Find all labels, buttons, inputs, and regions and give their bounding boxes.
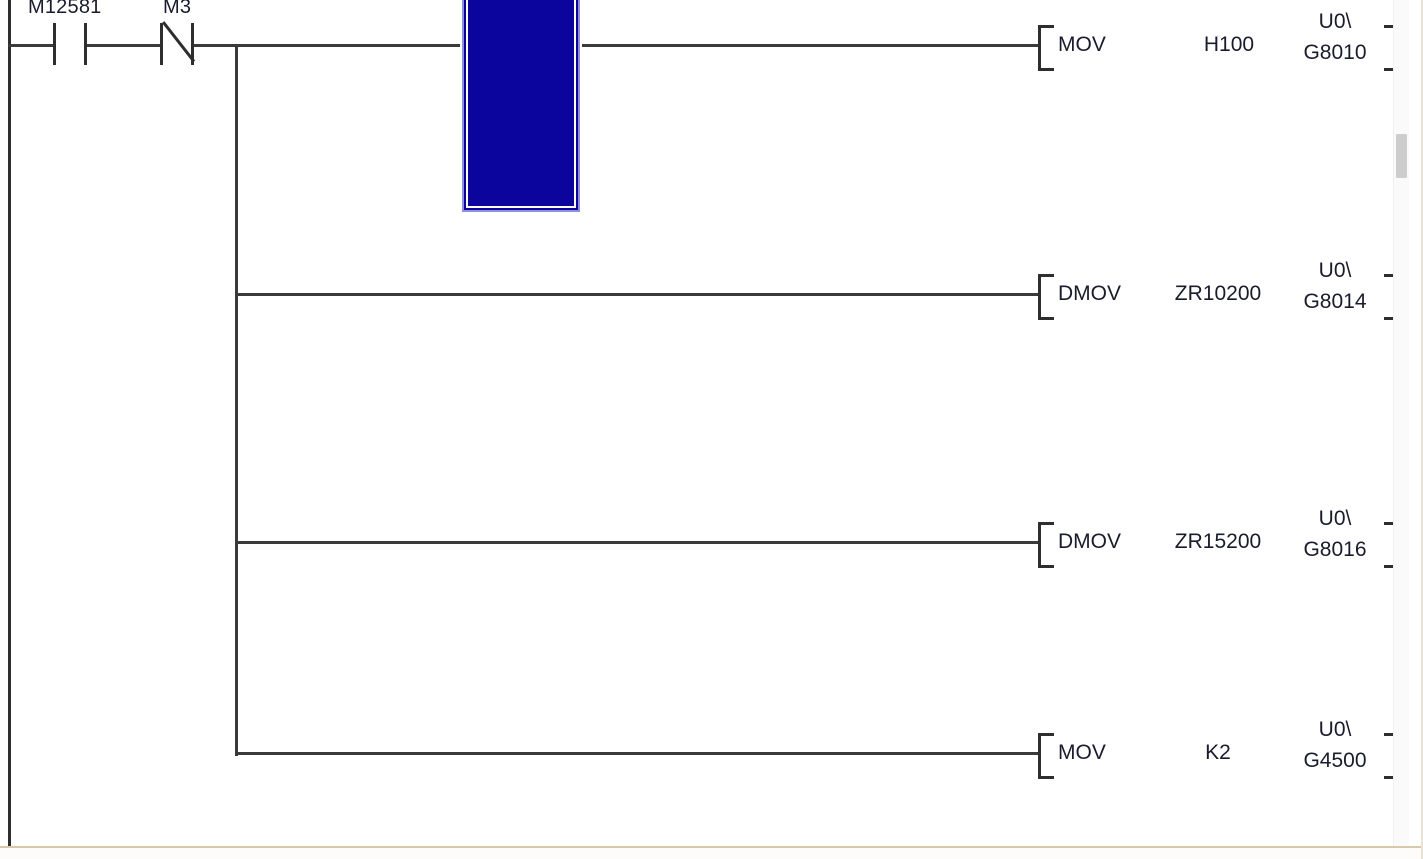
instruction-operand-2: U0\ G8014 bbox=[1270, 260, 1400, 312]
left-power-rail bbox=[8, 0, 11, 846]
contact-bar-right bbox=[84, 23, 87, 65]
contact-m3[interactable] bbox=[160, 21, 196, 65]
instruction-mov-g4500[interactable]: MOV K2 U0\ G4500 bbox=[1038, 719, 1400, 779]
contact-bar-right bbox=[191, 23, 194, 65]
operand-unit-prefix: U0\ bbox=[1318, 259, 1352, 282]
contact-m12581-label: M12581 bbox=[28, 0, 102, 18]
branch-vertical-line bbox=[235, 44, 238, 756]
operand-unit-prefix: U0\ bbox=[1318, 507, 1352, 530]
rung2-wire bbox=[235, 293, 1040, 296]
ladder-diagram-canvas[interactable]: M12581 M3 MOV H100 U0\ G8010 bbox=[0, 0, 1409, 846]
contact-m12581[interactable] bbox=[53, 23, 87, 65]
cell-selection-highlight[interactable] bbox=[460, 0, 582, 214]
instruction-mov-g8010[interactable]: MOV H100 U0\ G8010 bbox=[1038, 11, 1400, 71]
instruction-operand-1: ZR15200 bbox=[1174, 530, 1262, 553]
operand-address: G8016 bbox=[1303, 538, 1367, 561]
operand-address: G4500 bbox=[1303, 749, 1367, 772]
instruction-operand-2: U0\ G8016 bbox=[1270, 508, 1400, 560]
rung1-wire-segment-a bbox=[8, 44, 53, 47]
instruction-dmov-g8014[interactable]: DMOV ZR10200 U0\ G8014 bbox=[1038, 260, 1400, 320]
operand-unit-prefix: U0\ bbox=[1318, 10, 1352, 33]
rung1-wire-segment-c bbox=[194, 44, 1040, 47]
instruction-opcode: MOV bbox=[1058, 741, 1106, 764]
instruction-operand-1: K2 bbox=[1205, 741, 1231, 764]
operand-address: G8010 bbox=[1303, 41, 1367, 64]
window-bottom-edge bbox=[0, 846, 1423, 859]
window-right-edge bbox=[1421, 0, 1423, 859]
selection-inner-edge bbox=[466, 0, 576, 208]
rung1-wire-segment-b bbox=[87, 44, 160, 47]
instruction-operand-2: U0\ G4500 bbox=[1270, 719, 1400, 771]
instruction-bracket-open bbox=[1038, 274, 1054, 320]
contact-bar-left bbox=[160, 23, 163, 65]
instruction-bracket-open bbox=[1038, 522, 1054, 568]
instruction-opcode: DMOV bbox=[1058, 282, 1121, 305]
instruction-operand-1: ZR10200 bbox=[1174, 282, 1262, 305]
instruction-dmov-g8016[interactable]: DMOV ZR15200 U0\ G8016 bbox=[1038, 508, 1400, 568]
instruction-opcode: MOV bbox=[1058, 33, 1106, 56]
instruction-operand-1: H100 bbox=[1203, 33, 1255, 56]
rung4-wire bbox=[235, 752, 1040, 755]
operand-address: G8014 bbox=[1303, 290, 1367, 313]
instruction-bracket-open bbox=[1038, 733, 1054, 779]
rung3-wire bbox=[235, 541, 1040, 544]
vertical-scrollbar[interactable] bbox=[1393, 0, 1409, 846]
instruction-operand-2: U0\ G8010 bbox=[1270, 11, 1400, 63]
instruction-opcode: DMOV bbox=[1058, 530, 1121, 553]
contact-bar-left bbox=[53, 23, 56, 65]
contact-m3-label: M3 bbox=[163, 0, 192, 18]
operand-unit-prefix: U0\ bbox=[1318, 718, 1352, 741]
instruction-bracket-open bbox=[1038, 25, 1054, 71]
vertical-scrollbar-thumb[interactable] bbox=[1396, 134, 1407, 178]
